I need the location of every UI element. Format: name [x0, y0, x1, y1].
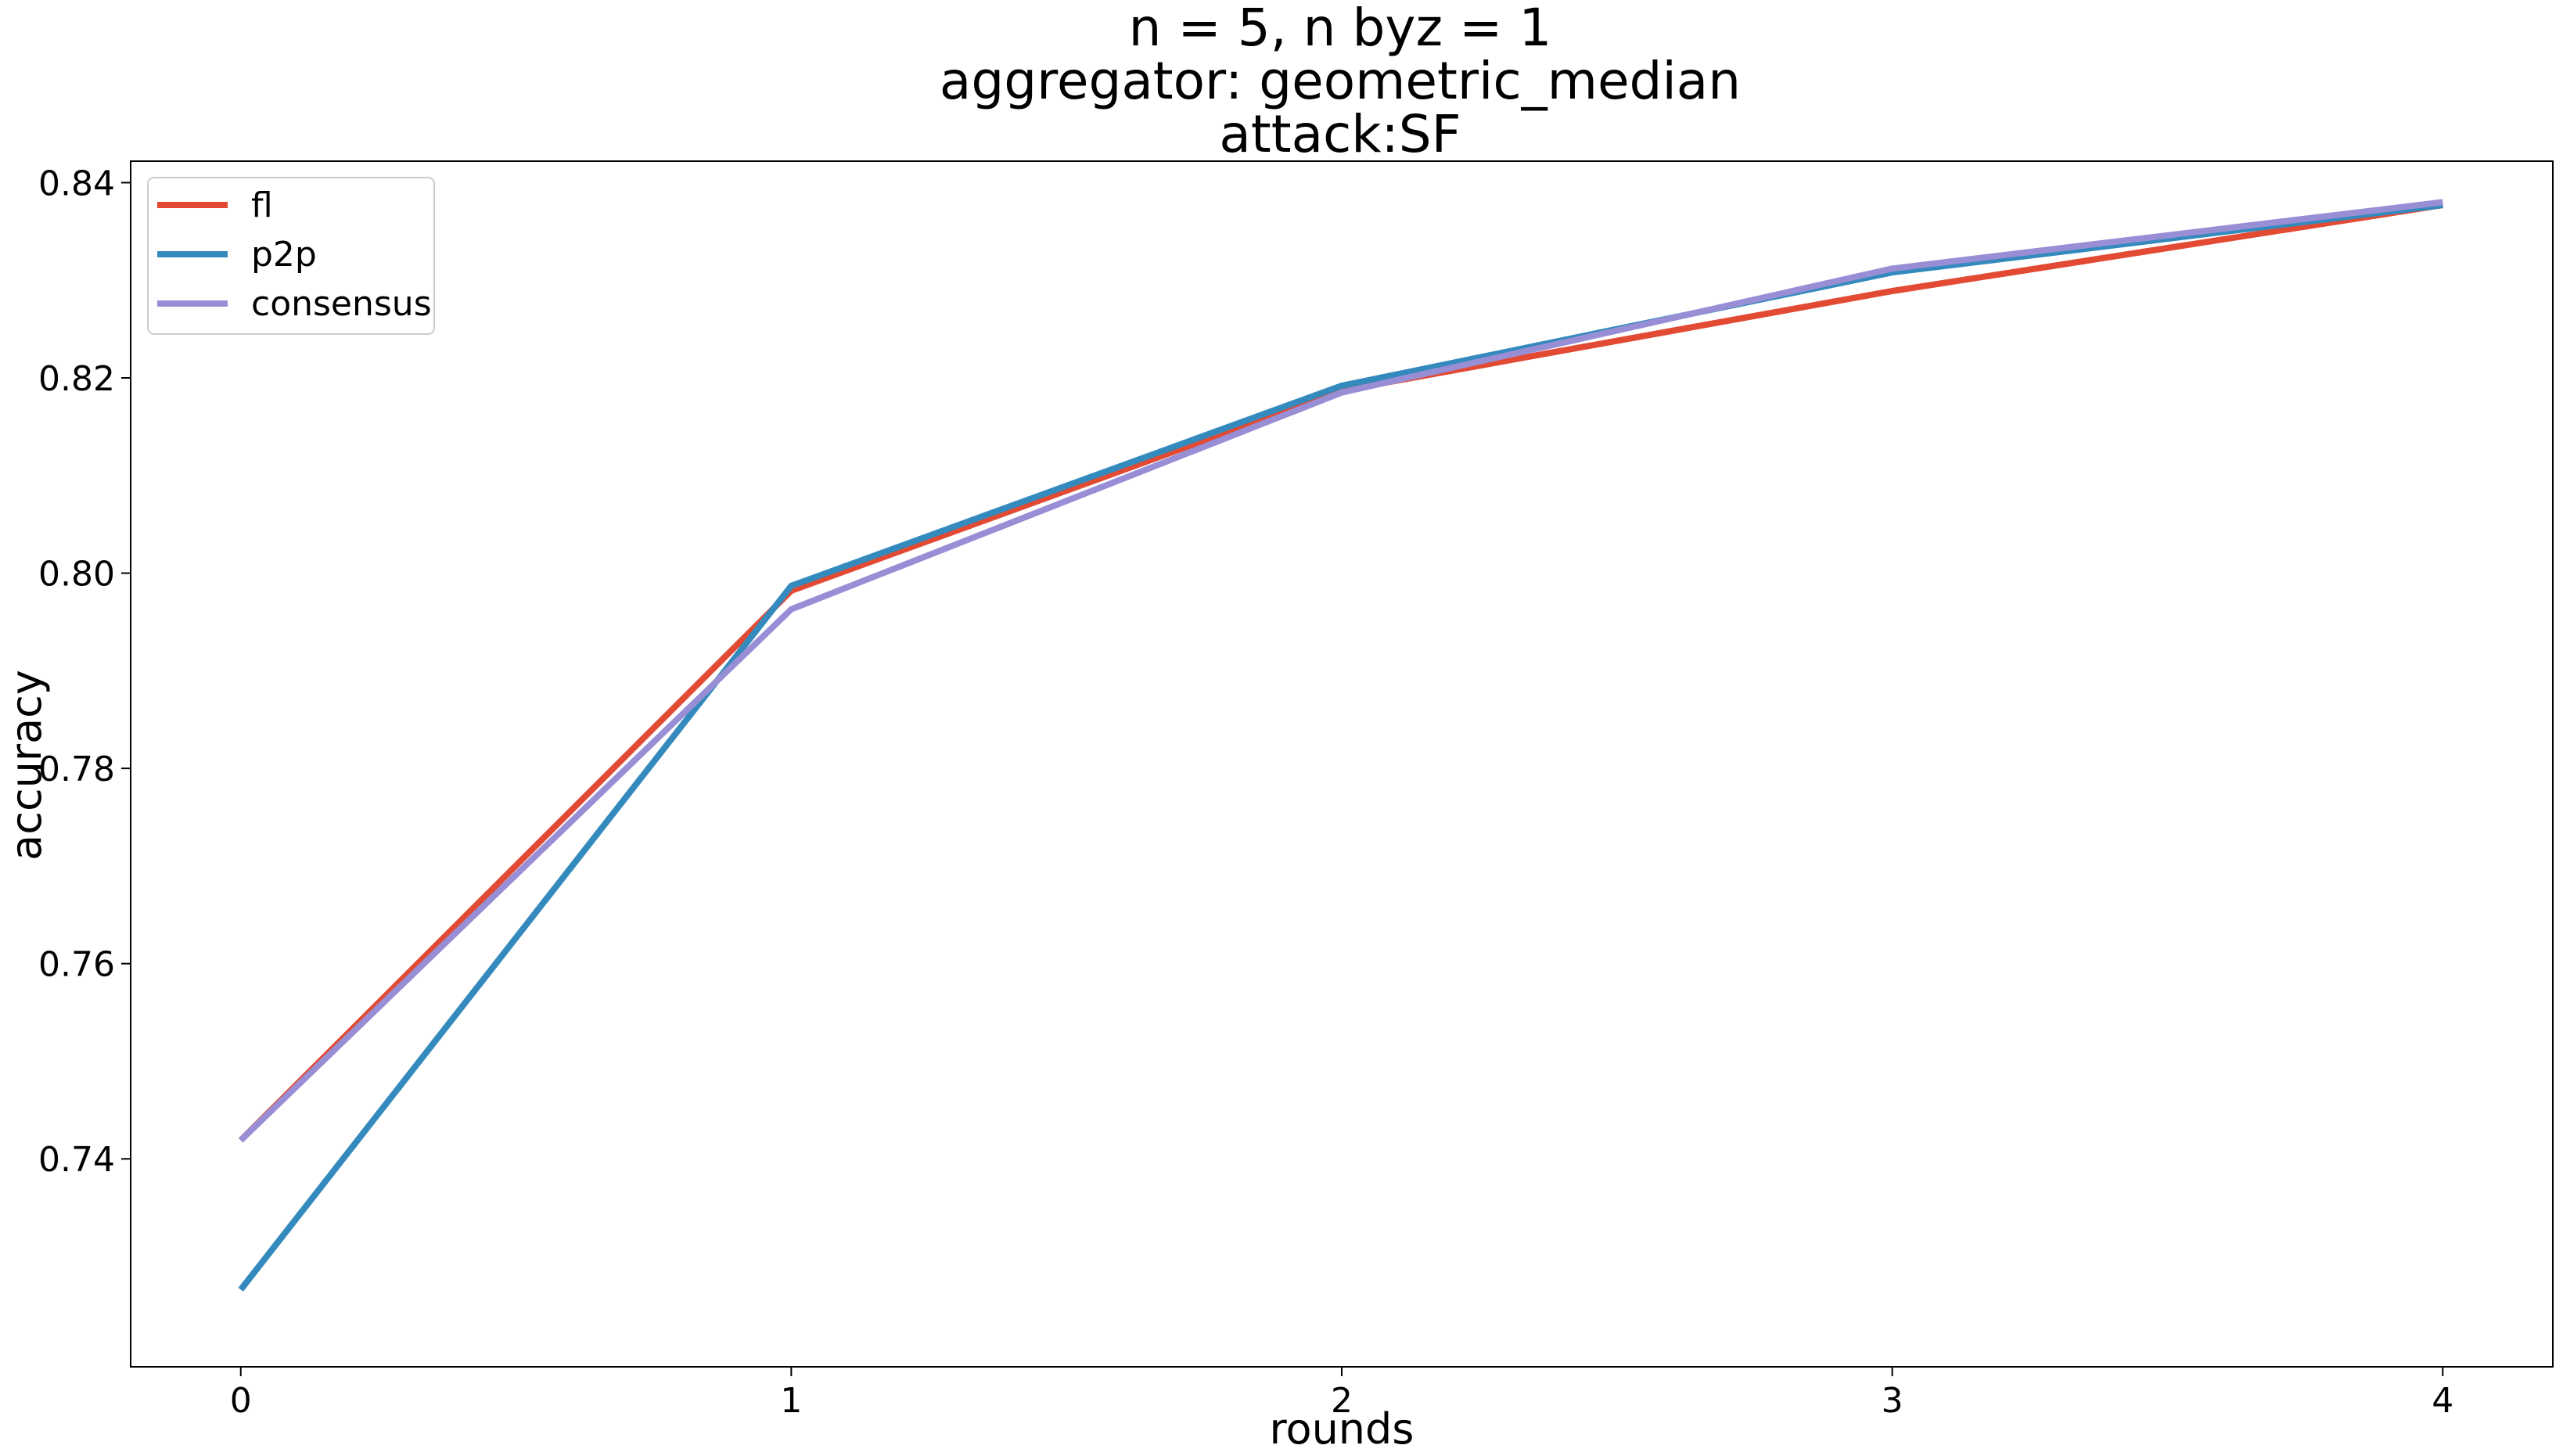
title-line-1: n = 5, n byz = 1 — [1129, 0, 1552, 58]
y-tick-label: 0.80 — [38, 555, 115, 595]
y-tick-label: 0.74 — [38, 1140, 115, 1180]
legend-label-fl: fl — [251, 185, 273, 225]
y-axis-label: accuracy — [2, 670, 51, 861]
title-line-3: attack:SF — [1219, 104, 1461, 164]
legend: fl p2p consensus — [147, 177, 435, 335]
series-line-p2p — [238, 202, 2443, 1292]
x-tick-label: 1 — [780, 1381, 802, 1421]
x-tick-label: 4 — [2432, 1381, 2453, 1421]
legend-label-p2p: p2p — [251, 235, 317, 275]
y-axis: 0.74 0.76 0.78 0.80 0.82 0.84 — [38, 164, 131, 1180]
x-axis-label: rounds — [1270, 1404, 1415, 1454]
legend-box — [147, 177, 435, 335]
series-line-consensus — [238, 199, 2443, 1143]
legend-label-consensus: consensus — [251, 284, 432, 324]
y-tick-label: 0.76 — [38, 945, 115, 985]
chart-title: n = 5, n byz = 1 aggregator: geometric_m… — [940, 0, 1741, 164]
series-lines — [238, 199, 2443, 1292]
x-tick-label: 0 — [230, 1381, 252, 1421]
x-tick-label: 2 — [1331, 1381, 1353, 1421]
y-tick-label: 0.82 — [38, 359, 115, 399]
y-tick-label: 0.84 — [38, 164, 115, 203]
y-tick-label: 0.78 — [38, 750, 115, 789]
series-line-fl — [238, 202, 2443, 1143]
x-tick-label: 3 — [1882, 1381, 1903, 1421]
plot-area-frame — [130, 160, 2554, 1368]
title-line-2: aggregator: geometric_median — [940, 51, 1741, 111]
x-axis: 0 1 2 3 4 — [230, 1367, 2453, 1421]
